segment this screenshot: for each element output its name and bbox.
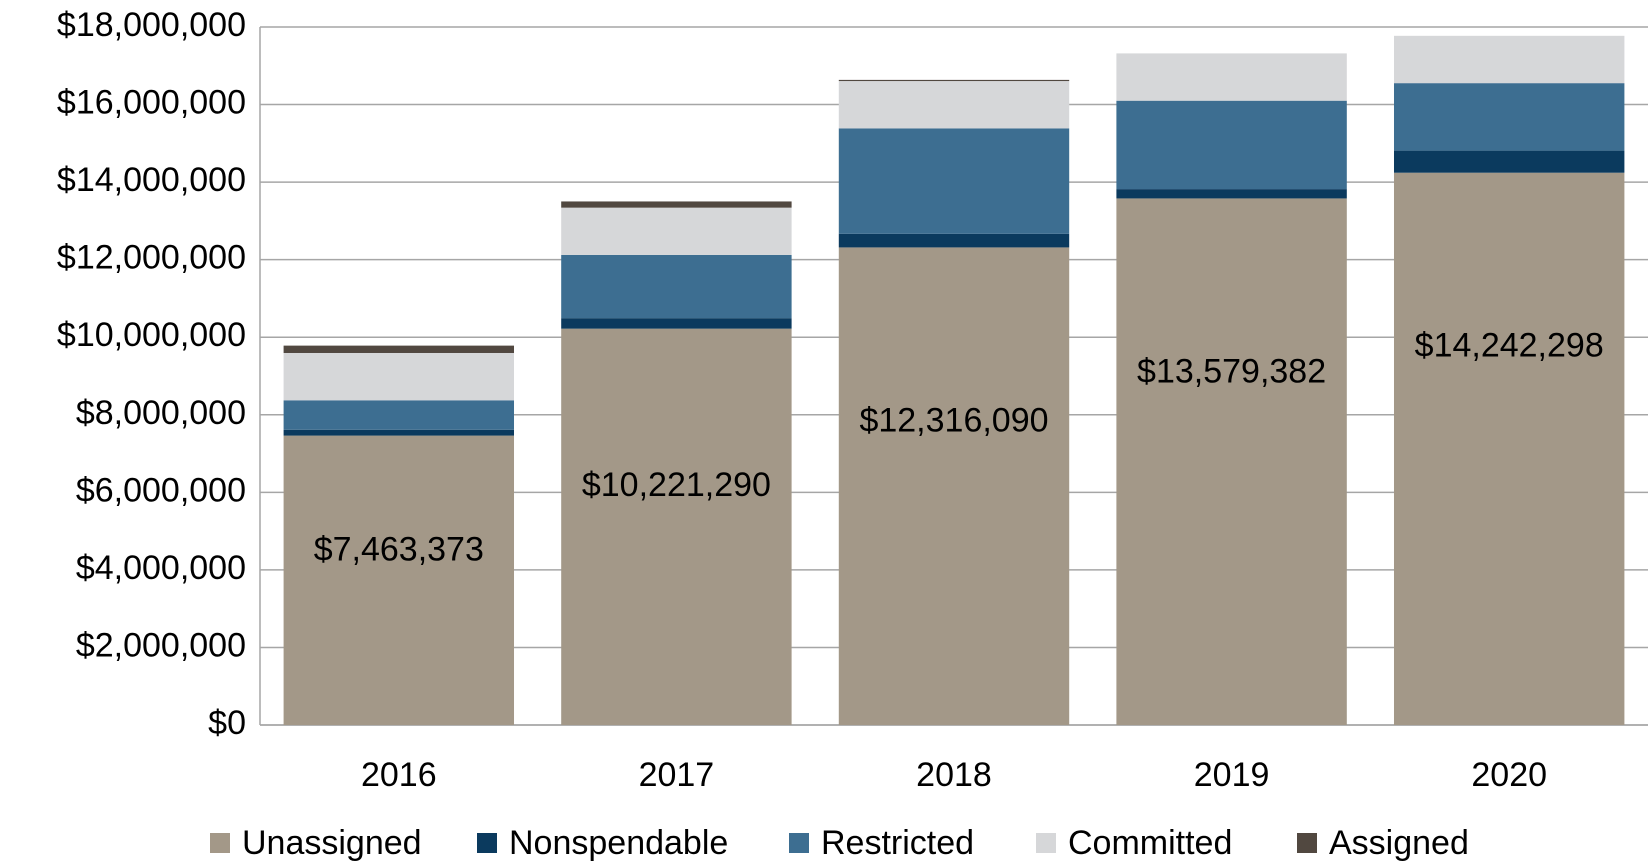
bar-segment [1393,172,1625,725]
legend-label: Unassigned [242,824,422,862]
bar-segment [283,435,515,725]
bar-segment [283,345,515,353]
y-tick-label: $6,000,000 [76,471,246,509]
bar-segment [561,254,792,319]
bar-segment [561,201,792,208]
data-label: $12,316,090 [859,401,1048,439]
bar-segment [561,207,792,255]
legend-swatch [789,833,809,853]
y-tick-label: $12,000,000 [57,239,246,277]
y-tick-label: $2,000,000 [76,626,246,664]
legend-swatch [210,833,230,853]
bar-segment [283,352,515,401]
y-tick-label: $8,000,000 [76,394,246,432]
bar-segment [1393,150,1625,173]
bar-segment [561,318,792,329]
bar-segment [283,400,515,430]
data-label: $13,579,382 [1137,352,1326,390]
data-label: $10,221,290 [582,466,771,504]
bar-segment [1116,198,1347,725]
legend-label: Assigned [1329,824,1469,862]
data-label: $7,463,373 [314,530,484,568]
x-tick-label: 2020 [1471,756,1547,794]
legend-swatch [1036,833,1056,853]
legend-label: Nonspendable [509,824,728,862]
y-tick-label: $16,000,000 [57,84,246,122]
legend-swatch [1297,833,1317,853]
bar-segment [1393,35,1625,84]
bar-segment [1116,189,1347,199]
x-tick-label: 2016 [361,756,437,794]
bar-segment [838,81,1070,129]
legend-label: Restricted [821,824,974,862]
y-tick-label: $14,000,000 [57,161,246,199]
legend-swatch [477,833,497,853]
bar-segment [838,233,1070,248]
y-tick-label: $4,000,000 [76,549,246,587]
bar-segment [283,429,515,436]
bar-segment [838,79,1070,82]
y-tick-label: $0 [208,704,246,742]
data-label: $14,242,298 [1415,327,1604,365]
bar-segment [838,247,1070,725]
y-tick-label: $10,000,000 [57,316,246,354]
bar-segment [838,128,1070,234]
bar-segment [1116,100,1347,190]
x-tick-label: 2019 [1194,756,1270,794]
x-tick-label: 2017 [639,756,715,794]
bar-segment [561,328,792,725]
bar-segment [1393,83,1625,151]
bar-segment [1116,53,1347,101]
y-tick-label: $18,000,000 [57,6,246,44]
legend-label: Committed [1068,824,1232,862]
x-tick-label: 2018 [916,756,992,794]
